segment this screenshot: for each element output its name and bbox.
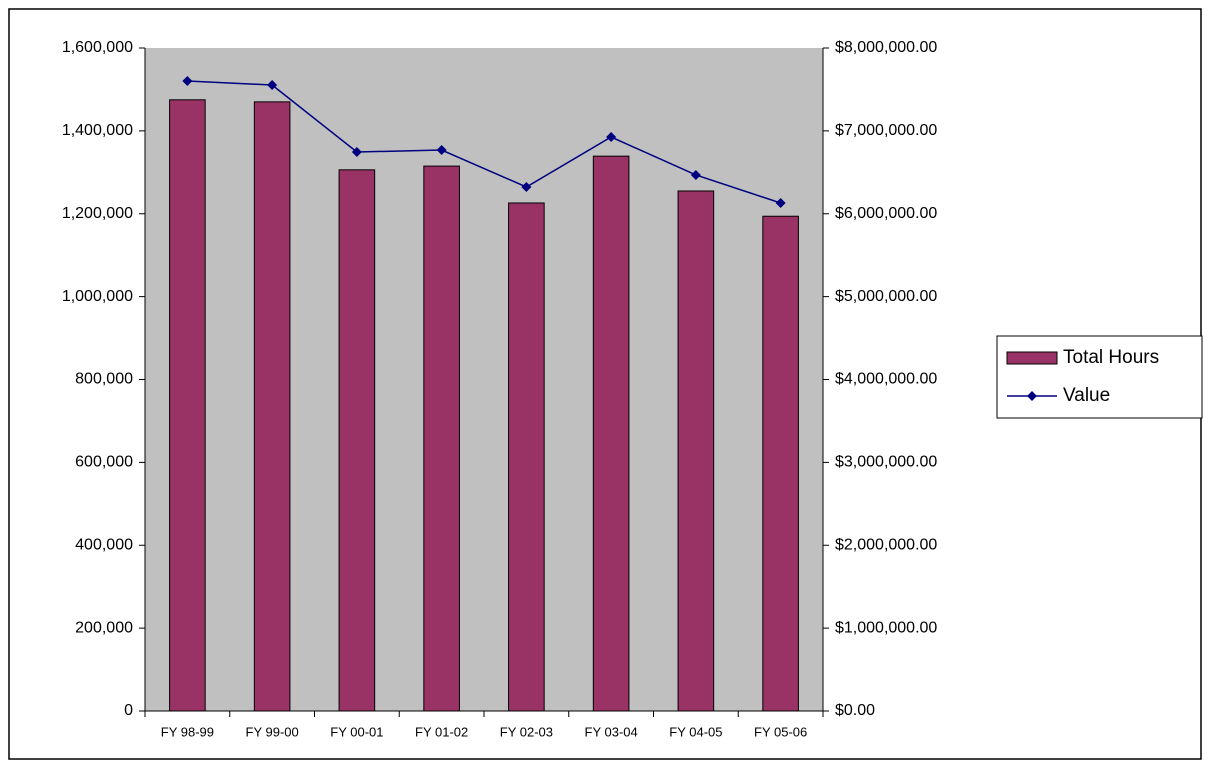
legend-marker — [1027, 391, 1037, 401]
x-tick-label: FY 01-02 — [415, 724, 468, 739]
bar — [423, 165, 460, 712]
bar — [253, 101, 291, 712]
bar — [508, 202, 545, 712]
y-tick-label: 200,000 — [75, 619, 133, 636]
x-tick-label: FY 05-06 — [754, 724, 807, 739]
y2-tick-label: $3,000,000.00 — [835, 454, 937, 471]
y2-tick-label: $2,000,000.00 — [835, 536, 937, 553]
y-tick-label: 1,000,000 — [62, 288, 133, 305]
legend-box — [996, 335, 1203, 419]
marker — [351, 147, 362, 158]
y-tick-label: 1,200,000 — [62, 205, 133, 222]
marker — [775, 197, 786, 208]
y2-tick-label: $7,000,000.00 — [835, 122, 937, 139]
legend-label: Value — [1063, 385, 1110, 406]
legend-swatch — [1006, 351, 1058, 365]
y2-tick-label: $5,000,000.00 — [835, 288, 937, 305]
bar — [169, 99, 206, 712]
bar — [592, 155, 630, 712]
y-tick-label: 0 — [124, 702, 133, 719]
legend-label: Total Hours — [1063, 347, 1159, 368]
bar — [338, 169, 376, 712]
y-tick-label: 400,000 — [75, 536, 133, 553]
marker — [606, 132, 617, 143]
y-tick-label: 1,600,000 — [62, 39, 133, 56]
plot-area — [145, 48, 823, 711]
y-tick-label: 600,000 — [75, 454, 133, 471]
x-tick-label: FY 00-01 — [330, 724, 383, 739]
x-tick-label: FY 02-03 — [500, 724, 553, 739]
bar — [677, 190, 715, 712]
y2-tick-label: $6,000,000.00 — [835, 205, 937, 222]
marker — [267, 80, 278, 91]
y2-tick-label: $0.00 — [835, 702, 875, 719]
x-tick-label: FY 03-04 — [585, 724, 638, 739]
line — [187, 80, 781, 204]
x-tick-label: FY 98-99 — [161, 724, 214, 739]
y-tick-label: 800,000 — [75, 371, 133, 388]
bar — [762, 215, 799, 712]
y2-tick-label: $4,000,000.00 — [835, 371, 937, 388]
marker — [521, 181, 532, 192]
x-tick-label: FY 04-05 — [669, 724, 722, 739]
marker — [436, 145, 447, 156]
y-tick-label: 1,400,000 — [62, 122, 133, 139]
y2-tick-label: $8,000,000.00 — [835, 39, 937, 56]
x-tick-label: FY 99-00 — [246, 724, 299, 739]
y2-tick-label: $1,000,000.00 — [835, 619, 937, 636]
marker — [182, 75, 193, 86]
marker — [690, 169, 701, 180]
